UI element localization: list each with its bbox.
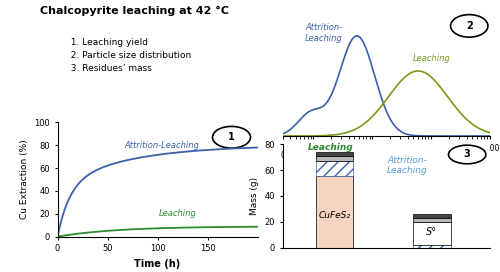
Text: Leaching: Leaching (413, 54, 451, 63)
Bar (413, 218, 451, 222)
Text: 0: 0 (280, 151, 285, 160)
Text: CuFeS₂: CuFeS₂ (318, 211, 350, 220)
Text: Attrition-
Leaching: Attrition- Leaching (386, 156, 428, 175)
Bar (413, 214, 451, 218)
Text: Leaching: Leaching (308, 143, 353, 152)
Text: 1. Leaching yield
  2. Particle size distribution
  3. Residues’ mass: 1. Leaching yield 2. Particle size distr… (65, 38, 191, 73)
Bar (316, 177, 353, 248)
X-axis label: Time (h): Time (h) (134, 259, 180, 269)
Text: Chalcopyrite leaching at 42 °C: Chalcopyrite leaching at 42 °C (40, 5, 230, 16)
Bar (316, 156, 353, 161)
Bar (413, 245, 451, 248)
Text: Attrition-
Leaching: Attrition- Leaching (305, 23, 343, 43)
Bar (413, 222, 451, 245)
Bar (316, 152, 353, 156)
Text: Attrition-Leaching: Attrition-Leaching (124, 141, 199, 150)
Text: S°: S° (426, 227, 438, 237)
Text: 3: 3 (464, 150, 470, 159)
Text: 2: 2 (466, 21, 472, 31)
Y-axis label: Cu Extraction (%): Cu Extraction (%) (20, 140, 28, 220)
Text: Leaching: Leaching (158, 209, 196, 218)
Y-axis label: Mass (g): Mass (g) (250, 177, 258, 215)
Text: 1: 1 (228, 132, 235, 142)
Bar (316, 161, 353, 177)
